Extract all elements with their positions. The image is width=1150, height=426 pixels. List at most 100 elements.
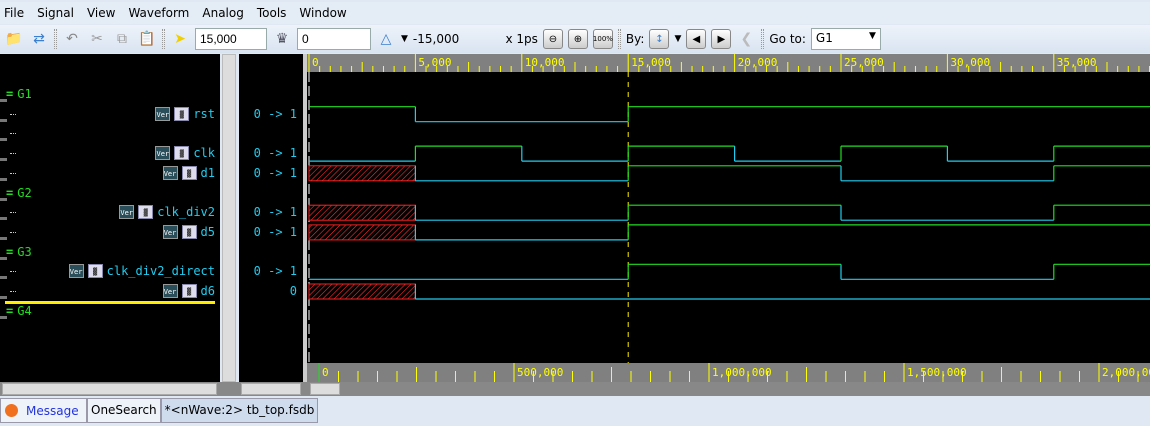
signal-clk[interactable]: Ver ▓ clk [155,144,215,162]
menu-waveform[interactable]: Waveform [128,6,190,20]
waveform-icon[interactable]: ▓ [181,284,197,298]
search-backward-icon[interactable]: ◀ [686,29,707,49]
tree-branch [10,153,16,155]
marker-time-input[interactable] [297,28,371,50]
value-hscroll-thumb[interactable] [241,383,301,395]
signal-list-panel[interactable]: = G1 Ver ▓ rst Ver ▓ clk Ver ▓ d1 = G2 Ver ▓ clk_div2 Ve… [0,54,220,382]
time-ruler[interactable] [307,54,1150,72]
signal-d1[interactable]: Ver ▓ d1 [162,164,215,182]
waveform-icon[interactable]: ▓ [181,224,197,239]
signal-clk_div2[interactable]: Ver ▓ clk_div2 [119,203,215,221]
zoom-fit-button[interactable]: 100% [592,29,613,49]
waveform-clk_div2[interactable] [308,204,1150,221]
waveform-icon[interactable]: ▓ [138,205,154,220]
waveform-panel[interactable]: 0 5,000 10,000 15,000 20,000 25,000 30,000 35,0… [307,54,1150,382]
tab-label: *<nWave:2> tb_top.fsdb [164,403,315,417]
copy-icon[interactable]: ⧉ [117,31,127,47]
verilog-badge: Ver [162,224,178,239]
signal-name: clk [193,146,215,161]
search-by-dropdown-icon[interactable]: ▼ [674,34,682,44]
group-expand-icon[interactable]: = [6,87,14,101]
zoom-in-icon[interactable]: ⊕ [567,29,588,49]
group-g3[interactable]: = G3 [6,243,32,261]
signal-d5[interactable]: Ver ▓ d5 [162,223,215,241]
tab-message[interactable]: Message [0,398,87,423]
menu-window[interactable]: Window [299,6,347,20]
signal-rst[interactable]: Ver ▓ rst [155,105,215,123]
delta-dropdown-icon[interactable]: ▼ [401,34,408,44]
menu-signal[interactable]: Signal [37,6,74,20]
row-tick [0,158,7,162]
signal-d6[interactable]: Ver ▓ d6 [162,282,215,300]
menu-view[interactable]: View [86,6,116,20]
hierarchy-icon[interactable]: ⇄ [33,31,45,47]
cursor-arrow-icon[interactable]: ➤ [174,31,186,47]
row-tick [0,296,7,299]
signal-clk_div2_direct[interactable]: Ver ▓ clk_div2_direct [68,262,215,280]
waveform-d6[interactable] [308,283,1150,300]
delta-icon: △ [380,31,392,47]
marker-icon[interactable]: ♛ [275,31,289,47]
waveform-canvas[interactable]: 0 5,000 10,000 15,000 20,000 25,000 30,000 35,0… [307,54,1150,382]
paste-icon[interactable]: 📋 [138,31,156,47]
waveform-icon[interactable]: ▓ [174,146,190,161]
open-folder-icon[interactable]: 📁 [5,31,23,47]
wave-hscroll-thumb[interactable] [310,383,340,395]
waveform-icon[interactable]: ▓ [181,165,197,180]
unknown-segment [308,224,416,241]
row-tick [0,118,7,122]
cut-icon[interactable]: ✂ [91,31,103,47]
goto-select[interactable]: G1 ▼ [810,28,881,50]
menu-analog[interactable]: Analog [202,6,244,20]
undo-icon[interactable]: ↶ [66,31,78,47]
verilog-badge: Ver [68,264,84,279]
back-icon[interactable]: ❮ [740,31,753,47]
verilog-badge: Ver [155,146,171,161]
menu-tools[interactable]: Tools [256,6,287,20]
waveform-rst[interactable] [309,106,1150,123]
verilog-badge: Ver [162,165,178,180]
cursor-time-input[interactable] [195,28,267,50]
waveform-d5[interactable] [308,224,1150,241]
tree-branch [10,271,16,273]
tree-branch [10,231,16,233]
group-g4[interactable]: = G4 [6,302,32,320]
group-name: G2 [17,185,32,200]
group-expand-icon[interactable]: = [6,244,14,259]
overview-label: 0 [322,366,329,379]
message-icon [5,404,18,417]
waveform-d1[interactable] [308,165,1150,182]
tab-nwave[interactable]: *<nWave:2> tb_top.fsdb [160,398,319,423]
separator [54,29,57,49]
separator [162,29,165,49]
zoom-out-icon[interactable]: ⊖ [542,29,563,49]
waveform-clk[interactable] [309,145,1150,162]
signal-list-scrollbar[interactable] [222,54,236,382]
row-tick [0,236,7,240]
signal-value: 0 -> 1 [253,224,297,239]
ruler-label: 20,000 [738,56,778,69]
waveform-clk_div2_direct[interactable] [309,263,1150,280]
group-name: G1 [17,87,32,101]
ruler-label: 10,000 [525,56,565,69]
group-name: G3 [17,244,32,259]
tab-label: Message [26,403,79,418]
horizontal-scrollbars[interactable] [0,382,1150,396]
search-forward-icon[interactable]: ▶ [711,29,732,49]
row-tick [0,99,7,102]
verilog-badge: Ver [162,284,178,298]
waveform-icon[interactable]: ▓ [87,264,103,279]
menu-bar: File Signal View Waveform Analog Tools Window [0,2,1150,24]
waveform-icon[interactable]: ▓ [174,106,190,121]
search-by-icon[interactable]: ↕ [649,29,670,49]
group-expand-icon[interactable]: = [6,185,14,200]
group-g2[interactable]: = G2 [6,184,32,202]
signal-hscroll-thumb[interactable] [2,383,217,395]
value-panel-scrollbar[interactable] [303,54,307,382]
chevron-down-icon: ▼ [868,31,876,41]
group-expand-icon[interactable]: = [6,303,14,318]
menu-file[interactable]: File [4,6,25,20]
tab-onesearch[interactable]: OneSearch [87,398,161,423]
group-g1[interactable]: = G1 [6,85,32,103]
separator [617,29,621,49]
